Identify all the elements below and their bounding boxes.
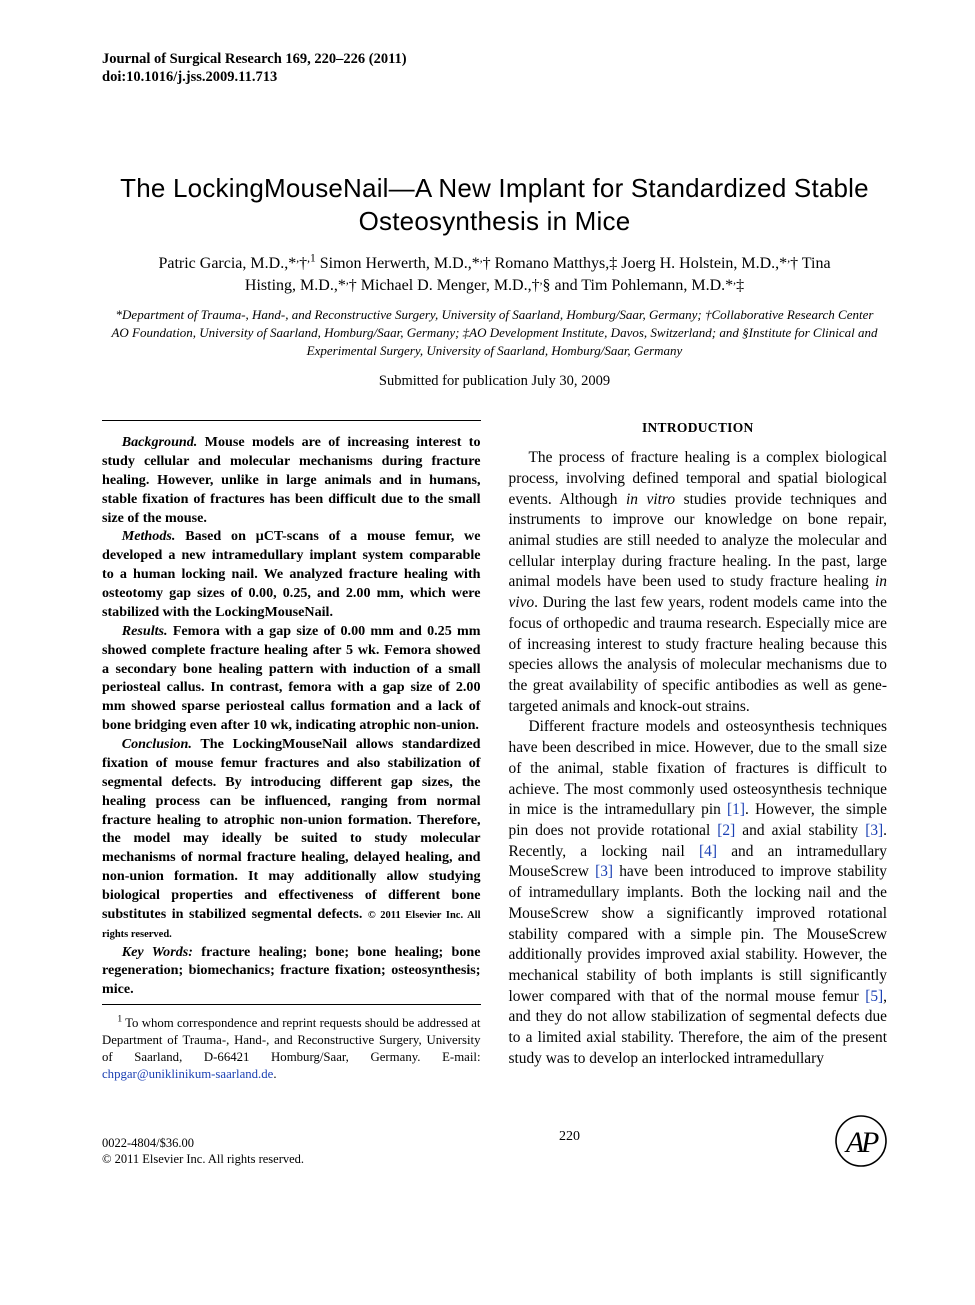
submitted-date: Submitted for publication July 30, 2009 <box>102 373 887 390</box>
intro-paragraph-2: Different fracture models and osteosynth… <box>509 717 888 1069</box>
journal-line-1: Journal of Surgical Research 169, 220–22… <box>102 50 887 68</box>
affiliations: *Department of Trauma-, Hand-, and Recon… <box>110 306 879 359</box>
footer-left: 0022-4804/$36.00 © 2011 Elsevier Inc. Al… <box>102 1135 304 1168</box>
section-heading-introduction: INTRODUCTION <box>509 420 888 436</box>
footer-issn: 0022-4804/$36.00 <box>102 1135 304 1151</box>
journal-line-2: doi:10.1016/j.jss.2009.11.713 <box>102 68 887 86</box>
abstract-results-text: Femora with a gap size of 0.00 mm and 0.… <box>102 623 481 733</box>
abstract-conclusion-lead: Conclusion. <box>122 736 192 752</box>
abstract-top-rule <box>102 420 481 421</box>
footnote-email-link[interactable]: chpgar@uniklinikum-saarland.de <box>102 1067 273 1081</box>
left-column: Background. Mouse models are of increasi… <box>102 420 481 1083</box>
abstract-methods-lead: Methods. <box>122 528 176 544</box>
journal-header: Journal of Surgical Research 169, 220–22… <box>102 50 887 86</box>
abstract-block: Background. Mouse models are of increasi… <box>102 433 481 943</box>
two-column-layout: Background. Mouse models are of increasi… <box>102 420 887 1083</box>
page-root: Journal of Surgical Research 169, 220–22… <box>0 0 975 1197</box>
abstract-background: Background. Mouse models are of increasi… <box>102 433 481 527</box>
publisher-logo: A P <box>835 1115 887 1167</box>
corresponding-footnote: 1 To whom correspondence and reprint req… <box>102 1015 481 1083</box>
abstract-methods: Methods. Based on μCT-scans of a mouse f… <box>102 527 481 621</box>
abstract-background-lead: Background. <box>122 434 198 450</box>
svg-text:P: P <box>860 1126 879 1159</box>
intro-paragraph-1: The process of fracture healing is a com… <box>509 448 888 717</box>
authors: Patric Garcia, M.D.,*,†,1 Simon Herwerth… <box>132 253 857 296</box>
article-title: The LockingMouseNail—A New Implant for S… <box>120 172 869 237</box>
abstract-conclusion: Conclusion. The LockingMouseNail allows … <box>102 735 481 943</box>
abstract-results-lead: Results. <box>122 623 168 639</box>
footnote-text-before: To whom correspondence and reprint reque… <box>102 1016 481 1064</box>
right-column: INTRODUCTION The process of fracture hea… <box>509 420 888 1083</box>
abstract-results: Results. Femora with a gap size of 0.00 … <box>102 622 481 735</box>
ap-logo-icon: A P <box>835 1115 887 1167</box>
keywords: Key Words: fracture healing; bone; bone … <box>102 943 481 999</box>
keywords-lead: Key Words: <box>122 944 193 960</box>
abstract-conclusion-text: The LockingMouseNail allows standardized… <box>102 736 481 922</box>
abstract-bottom-rule <box>102 1004 481 1005</box>
footer-copyright: © 2011 Elsevier Inc. All rights reserved… <box>102 1151 304 1167</box>
page-footer: 0022-4804/$36.00 © 2011 Elsevier Inc. Al… <box>102 1115 887 1167</box>
footer-page-number: 220 <box>559 1129 580 1145</box>
footnote-text-after: . <box>273 1067 276 1081</box>
